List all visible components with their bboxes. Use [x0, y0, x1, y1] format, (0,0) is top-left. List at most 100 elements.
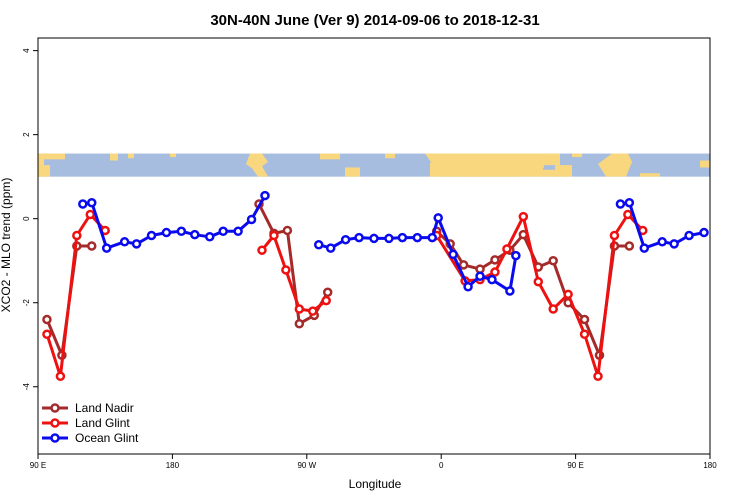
- land-shape: [470, 153, 560, 166]
- data-point: [475, 271, 485, 282]
- land-shape: [345, 167, 360, 177]
- data-point: [42, 314, 52, 325]
- legend-swatch-marker: [50, 433, 60, 443]
- legend-swatch-marker: [50, 418, 60, 428]
- series-land-nadir: [42, 199, 635, 361]
- data-point: [321, 295, 331, 306]
- data-point: [593, 371, 603, 382]
- y-axis-title: XCO2 - MLO trend (ppm): [0, 178, 13, 313]
- data-point: [146, 230, 157, 241]
- series-line: [318, 216, 518, 293]
- data-point: [548, 304, 558, 314]
- data-point: [548, 255, 558, 266]
- data-point: [87, 197, 97, 208]
- data-point: [505, 286, 515, 296]
- data-point: [308, 306, 318, 316]
- data-point: [463, 282, 473, 292]
- data-point: [639, 243, 650, 253]
- data-point: [176, 226, 187, 237]
- land-shape: [430, 162, 520, 177]
- data-point: [448, 249, 458, 260]
- land-shape: [38, 153, 65, 160]
- data-point: [487, 274, 497, 285]
- series-ocean-glint: [78, 190, 709, 296]
- data-point: [518, 211, 529, 222]
- x-tick-label: 90 W: [297, 461, 316, 470]
- data-point: [615, 199, 626, 209]
- land-shape: [700, 160, 710, 168]
- data-point: [325, 243, 336, 253]
- data-point: [294, 304, 305, 314]
- data-point: [42, 329, 52, 339]
- data-point: [204, 232, 215, 242]
- data-point: [119, 237, 130, 247]
- land-shape: [640, 173, 660, 177]
- data-point: [669, 239, 679, 249]
- data-point: [282, 225, 293, 236]
- map-strip: [38, 153, 710, 177]
- plot-box: [37, 37, 711, 455]
- legend-label: Ocean Glint: [75, 431, 139, 445]
- series-layer: [42, 190, 709, 382]
- data-point: [533, 276, 544, 287]
- legend-item: Land Nadir: [42, 401, 134, 415]
- legend-label: Land Nadir: [75, 401, 134, 415]
- data-point: [257, 245, 267, 255]
- data-point: [684, 230, 694, 241]
- chart-title: 30N-40N June (Ver 9) 2014-09-06 to 2018-…: [210, 12, 539, 29]
- data-point: [609, 230, 620, 241]
- y-tick-label: 0: [22, 216, 31, 221]
- data-point: [260, 190, 270, 201]
- legend-item: Land Glint: [42, 416, 130, 430]
- land-shape: [598, 153, 632, 177]
- data-point: [190, 229, 200, 240]
- data-point: [85, 209, 96, 220]
- data-point: [294, 318, 305, 329]
- land-shape: [110, 153, 118, 161]
- land-shape: [320, 153, 340, 160]
- legend-label: Land Glint: [75, 416, 130, 430]
- data-point: [354, 232, 364, 243]
- data-point: [87, 241, 97, 251]
- data-point: [340, 234, 351, 245]
- y-tick-label: -4: [22, 383, 31, 391]
- land-shape: [572, 153, 582, 158]
- data-point: [511, 250, 521, 261]
- x-axis: 90 E 180 90 W 0 90 E 180: [30, 454, 717, 470]
- land-shape: [246, 153, 268, 177]
- y-tick-label: -2: [22, 299, 31, 307]
- land-shape: [38, 165, 50, 177]
- data-point: [384, 233, 394, 244]
- data-point: [412, 232, 423, 243]
- y-tick-label: 2: [22, 132, 31, 137]
- data-point: [397, 232, 408, 243]
- data-point: [563, 289, 573, 300]
- y-axis: 4 2 0 -2 -4: [22, 48, 38, 390]
- y-tick-label: 4: [22, 48, 31, 53]
- land-shape: [128, 153, 134, 159]
- data-point: [313, 239, 324, 250]
- data-point: [161, 227, 172, 238]
- data-point: [699, 227, 709, 238]
- x-tick-label: 90 E: [30, 461, 46, 470]
- land-shape: [555, 165, 572, 177]
- data-point: [269, 230, 279, 241]
- data-point: [490, 267, 500, 277]
- land-shape: [170, 153, 176, 158]
- data-point: [246, 214, 257, 225]
- data-point: [427, 232, 437, 243]
- data-point: [131, 239, 142, 249]
- x-tick-label: 90 E: [567, 461, 583, 470]
- data-point: [55, 371, 66, 382]
- data-point: [233, 226, 243, 237]
- legend-swatch-marker: [50, 403, 60, 413]
- data-point: [624, 197, 635, 208]
- x-tick-label: 180: [166, 461, 180, 470]
- data-point: [101, 243, 112, 253]
- data-point: [433, 213, 443, 223]
- data-point: [78, 199, 88, 209]
- data-point: [623, 209, 633, 220]
- land-shape: [385, 153, 395, 159]
- x-axis-title: Longitude: [349, 477, 402, 491]
